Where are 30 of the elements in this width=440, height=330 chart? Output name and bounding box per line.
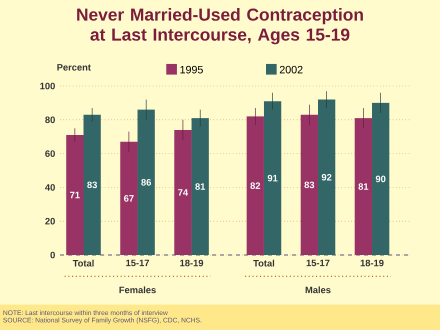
legend-label: 1995 [180,66,203,74]
x-tick-label: Total [72,260,94,267]
x-tick-label: Total [253,260,274,267]
x-tick-label: 18-19 [360,260,384,266]
data-label: 67 [124,195,134,202]
text: Females [119,286,156,294]
y-axis-title: Percent [57,64,91,71]
data-label: 81 [195,183,206,190]
chart-title: Never Married-Used Contraception at Last Intercourse, Ages 15-19 [77,8,363,44]
text: Males [306,286,331,294]
x-tick-label: 15-17 [306,260,330,266]
data-label: 90 [376,176,386,182]
data-label: 81 [358,183,368,190]
y-tick-label: 40 [45,184,55,191]
y-tick-label: 80 [45,116,55,124]
data-label: 92 [322,174,332,181]
y-tick-label: 20 [45,218,55,224]
data-label: 82 [250,182,260,190]
data-label: 83 [87,182,97,188]
x-tick-label: 15-17 [126,260,150,266]
legend-label: 2002 [280,66,303,74]
y-tick-label: 60 [45,150,55,157]
data-label: 71 [70,192,80,198]
data-label: 91 [268,174,278,182]
x-tick-label: 18-19 [180,260,204,266]
y-tick-label: 100 [40,82,55,90]
data-label: 86 [141,179,152,186]
y-tick-label: 0 [50,252,55,258]
data-label: 74 [178,189,188,196]
data-label: 83 [304,182,314,188]
